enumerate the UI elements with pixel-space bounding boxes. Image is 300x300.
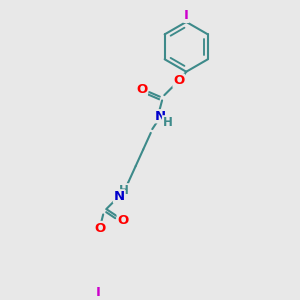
Text: I: I	[95, 286, 100, 299]
Text: H: H	[118, 184, 128, 197]
Text: O: O	[117, 214, 128, 227]
Text: O: O	[136, 82, 147, 96]
Text: O: O	[94, 221, 106, 235]
Text: I: I	[184, 9, 189, 22]
Text: H: H	[162, 116, 172, 129]
Text: N: N	[113, 190, 124, 203]
Text: O: O	[173, 74, 184, 87]
Text: N: N	[154, 110, 165, 123]
